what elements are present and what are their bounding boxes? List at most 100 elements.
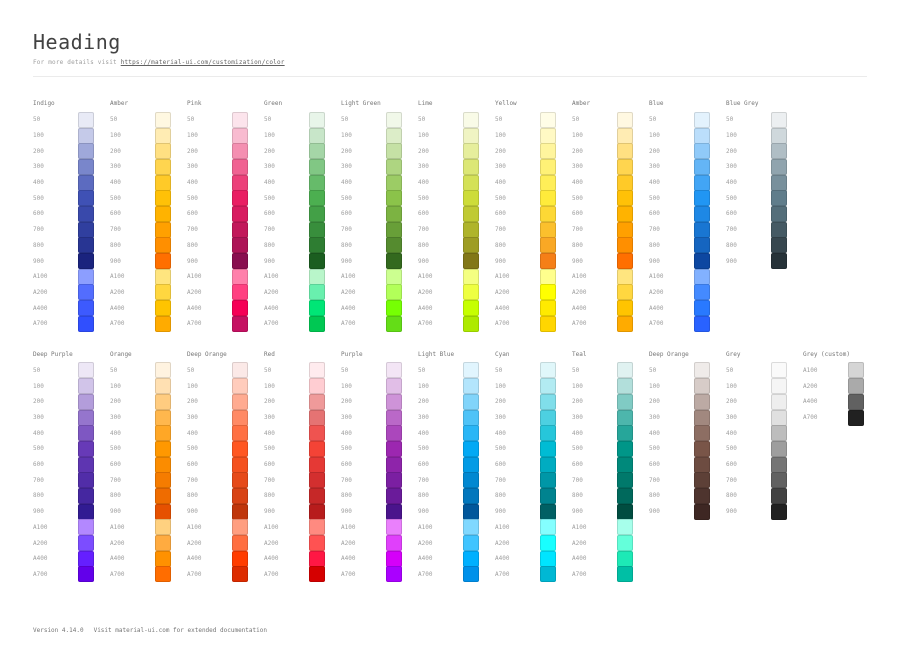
shade-row: 200 xyxy=(495,393,572,410)
color-swatch xyxy=(155,253,171,270)
shade-label: 500 xyxy=(187,445,198,453)
shade-label: A700 xyxy=(187,320,202,328)
palette-name: Light Green xyxy=(341,100,381,107)
color-swatch xyxy=(386,158,402,175)
shade-label: 200 xyxy=(187,398,198,406)
shade-row: 800 xyxy=(495,487,572,504)
shade-row: A100 xyxy=(110,519,187,536)
shade-label: 400 xyxy=(264,429,275,437)
shade-row: A200 xyxy=(110,535,187,552)
color-swatch xyxy=(309,425,325,442)
color-swatch xyxy=(848,393,864,410)
palette-name: Teal xyxy=(572,350,587,358)
shade-row: 50 xyxy=(110,362,187,379)
palette-name: Grey xyxy=(726,350,741,358)
shade-label: A700 xyxy=(33,320,48,328)
color-swatch xyxy=(694,362,710,379)
shade-row: 400 xyxy=(110,174,187,191)
shade-label: 300 xyxy=(572,163,583,171)
color-swatch xyxy=(540,253,556,270)
shade-label: 700 xyxy=(264,226,275,234)
shade-label: A700 xyxy=(572,320,587,328)
shade-row: A200 xyxy=(495,535,572,552)
customization-color-link[interactable]: https://material-ui.com/customization/co… xyxy=(120,59,285,66)
shade-label: 50 xyxy=(572,366,580,374)
color-swatch xyxy=(309,315,325,332)
shade-row: 100 xyxy=(264,378,341,395)
shade-label: 400 xyxy=(418,429,429,437)
color-swatch xyxy=(617,205,633,222)
color-swatch xyxy=(771,190,787,207)
shade-row: 800 xyxy=(33,487,110,504)
shade-row: 800 xyxy=(418,237,495,254)
shade-label: 800 xyxy=(726,492,737,500)
shade-label: 200 xyxy=(264,147,275,155)
shade-label: 800 xyxy=(264,492,275,500)
color-swatch xyxy=(771,425,787,442)
color-swatch xyxy=(78,158,94,175)
color-swatch xyxy=(232,300,248,317)
shade-label: 600 xyxy=(110,461,121,469)
shade-label: 300 xyxy=(726,163,737,171)
color-swatch xyxy=(155,519,171,536)
color-swatch xyxy=(309,205,325,222)
color-swatch xyxy=(386,253,402,270)
shade-row: A700 xyxy=(264,566,341,583)
color-swatch xyxy=(78,519,94,536)
shade-row: A100 xyxy=(649,268,726,285)
shade-row: 800 xyxy=(187,237,264,254)
shade-label: 500 xyxy=(726,445,737,453)
color-swatch xyxy=(848,378,864,395)
shade-row: 200 xyxy=(264,393,341,410)
shade-row: A200 xyxy=(110,284,187,301)
color-swatch xyxy=(463,550,479,567)
shade-label: 400 xyxy=(495,429,506,437)
color-swatch xyxy=(694,205,710,222)
shade-row: 700 xyxy=(495,221,572,238)
shade-row: A100 xyxy=(187,268,264,285)
shade-label: A700 xyxy=(264,570,279,578)
color-swatch xyxy=(155,393,171,410)
color-swatch xyxy=(78,487,94,504)
color-swatch xyxy=(771,205,787,222)
shade-label: A700 xyxy=(649,320,664,328)
shade-row: 700 xyxy=(649,221,726,238)
shade-label: 100 xyxy=(726,132,737,140)
color-swatch xyxy=(155,472,171,489)
color-swatch xyxy=(694,393,710,410)
shade-label: 100 xyxy=(572,382,583,390)
shade-label: 400 xyxy=(187,179,198,187)
color-swatch xyxy=(617,409,633,426)
shade-row: 300 xyxy=(726,409,803,426)
shade-label: A700 xyxy=(110,570,125,578)
shade-label: 400 xyxy=(341,179,352,187)
shade-label: A700 xyxy=(110,320,125,328)
color-swatch xyxy=(309,378,325,395)
shade-label: 400 xyxy=(341,429,352,437)
shade-label: 50 xyxy=(341,116,349,124)
color-swatch xyxy=(309,362,325,379)
shade-row: 400 xyxy=(726,425,803,442)
color-swatch xyxy=(694,190,710,207)
color-swatch xyxy=(463,440,479,457)
color-swatch xyxy=(771,487,787,504)
color-swatch xyxy=(155,300,171,317)
shade-row: 50 xyxy=(726,362,803,379)
color-swatch xyxy=(78,190,94,207)
shade-row: A100 xyxy=(572,268,649,285)
shade-label: 300 xyxy=(264,414,275,422)
shade-label: A200 xyxy=(572,288,587,296)
palette-column-blue: Blue 50 100 200 300 400 500 600 700 800 900 A100 A20… xyxy=(649,99,726,332)
shade-row: A200 xyxy=(572,535,649,552)
shade-label: 300 xyxy=(341,414,352,422)
color-swatch xyxy=(386,143,402,160)
shade-label: 900 xyxy=(33,257,44,265)
color-swatch xyxy=(155,566,171,583)
shade-label: 600 xyxy=(341,210,352,218)
color-swatch xyxy=(386,487,402,504)
shade-row: 400 xyxy=(418,174,495,191)
shade-label: 600 xyxy=(33,461,44,469)
color-swatch xyxy=(232,535,248,552)
shade-label: 700 xyxy=(187,476,198,484)
color-swatch xyxy=(232,143,248,160)
